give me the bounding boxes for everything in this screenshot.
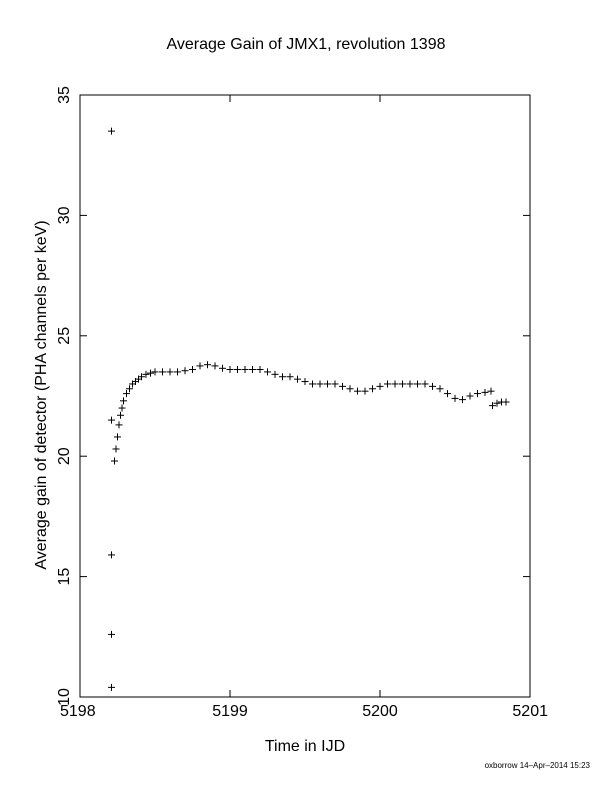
- data-point-marker: [151, 368, 159, 376]
- data-point-marker: [126, 385, 133, 393]
- data-point-marker: [147, 369, 154, 377]
- y-tick-label: 20: [56, 447, 73, 465]
- data-point-marker: [226, 366, 234, 374]
- data-point-marker: [234, 366, 241, 374]
- data-point-marker: [451, 394, 459, 402]
- data-point-marker: [249, 366, 256, 374]
- data-point-marker: [211, 362, 219, 370]
- data-point-marker: [324, 380, 331, 388]
- data-point-marker: [118, 404, 126, 412]
- data-point-marker: [361, 387, 369, 395]
- y-tick-label: 35: [56, 86, 73, 104]
- data-point-marker: [108, 416, 115, 424]
- data-point-marker: [108, 551, 115, 559]
- data-point-marker: [181, 367, 189, 375]
- data-point-marker: [493, 399, 501, 407]
- data-point-marker: [138, 373, 145, 381]
- data-point-marker: [111, 457, 118, 465]
- data-point-marker: [331, 380, 339, 388]
- data-points: [108, 127, 510, 691]
- data-point-marker: [264, 368, 271, 376]
- data-point-marker: [256, 366, 264, 374]
- data-point-marker: [391, 380, 399, 388]
- y-tick-label: 25: [56, 327, 73, 345]
- data-point-marker: [108, 127, 115, 135]
- data-point-marker: [502, 398, 510, 406]
- data-point-marker: [108, 630, 115, 638]
- data-point-marker: [354, 387, 361, 395]
- data-point-marker: [114, 433, 121, 441]
- data-point-marker: [115, 421, 123, 429]
- y-tick-label: 10: [56, 688, 73, 706]
- chart-title: Average Gain of JMX1, revolution 1398: [166, 36, 446, 53]
- data-point-marker: [444, 390, 451, 398]
- y-tick-label: 30: [56, 206, 73, 224]
- data-point-marker: [316, 380, 324, 388]
- data-point-marker: [421, 380, 429, 388]
- data-point-marker: [429, 382, 436, 390]
- data-point-marker: [271, 370, 279, 378]
- x-tick-label: 5201: [512, 703, 548, 720]
- x-tick-label: 5198: [60, 703, 96, 720]
- y-tick-label: 15: [56, 568, 73, 586]
- data-point-marker: [108, 683, 115, 691]
- data-point-marker: [346, 385, 354, 393]
- data-point-marker: [196, 362, 204, 370]
- data-point-marker: [487, 387, 495, 395]
- data-point-marker: [279, 373, 286, 381]
- data-point-marker: [120, 397, 127, 405]
- data-point-marker: [339, 382, 346, 390]
- data-point-marker: [436, 385, 444, 393]
- data-point-marker: [466, 392, 474, 400]
- data-point-marker: [112, 445, 120, 453]
- data-point-marker: [166, 368, 174, 376]
- footer-stamp: oxborrow 14–Apr–2014 15:23: [484, 761, 590, 770]
- x-tick-label: 5199: [212, 703, 248, 720]
- data-point-marker: [189, 366, 196, 374]
- data-point-marker: [369, 385, 376, 393]
- data-point-marker: [376, 382, 384, 390]
- data-point-marker: [123, 390, 130, 398]
- data-point-marker: [459, 396, 466, 404]
- data-point-marker: [474, 390, 481, 398]
- y-axis-label: Average gain of detector (PHA channels p…: [33, 220, 50, 570]
- axis-ticks: [79, 94, 531, 698]
- data-point-marker: [384, 380, 391, 388]
- x-axis-label: Time in IJD: [264, 738, 346, 755]
- data-point-marker: [309, 380, 316, 388]
- data-point-marker: [414, 380, 421, 388]
- data-point-marker: [286, 373, 294, 381]
- data-point-marker: [399, 380, 406, 388]
- data-point-marker: [406, 380, 414, 388]
- data-point-marker: [219, 364, 226, 372]
- data-point-marker: [117, 411, 124, 419]
- data-point-marker: [142, 370, 150, 378]
- axis-tick-labels: 5198 5199 5200 5201 10 15 20 25 30 35: [56, 86, 548, 720]
- data-point-marker: [159, 368, 166, 376]
- data-point-marker: [241, 366, 249, 374]
- data-point-marker: [174, 368, 181, 376]
- data-point-marker: [294, 375, 301, 383]
- x-tick-label: 5200: [362, 703, 398, 720]
- data-point-marker: [301, 378, 309, 386]
- data-point-marker: [204, 361, 211, 369]
- plot-frame: [79, 94, 531, 698]
- data-point-marker: [481, 388, 489, 396]
- data-point-marker: [489, 402, 496, 410]
